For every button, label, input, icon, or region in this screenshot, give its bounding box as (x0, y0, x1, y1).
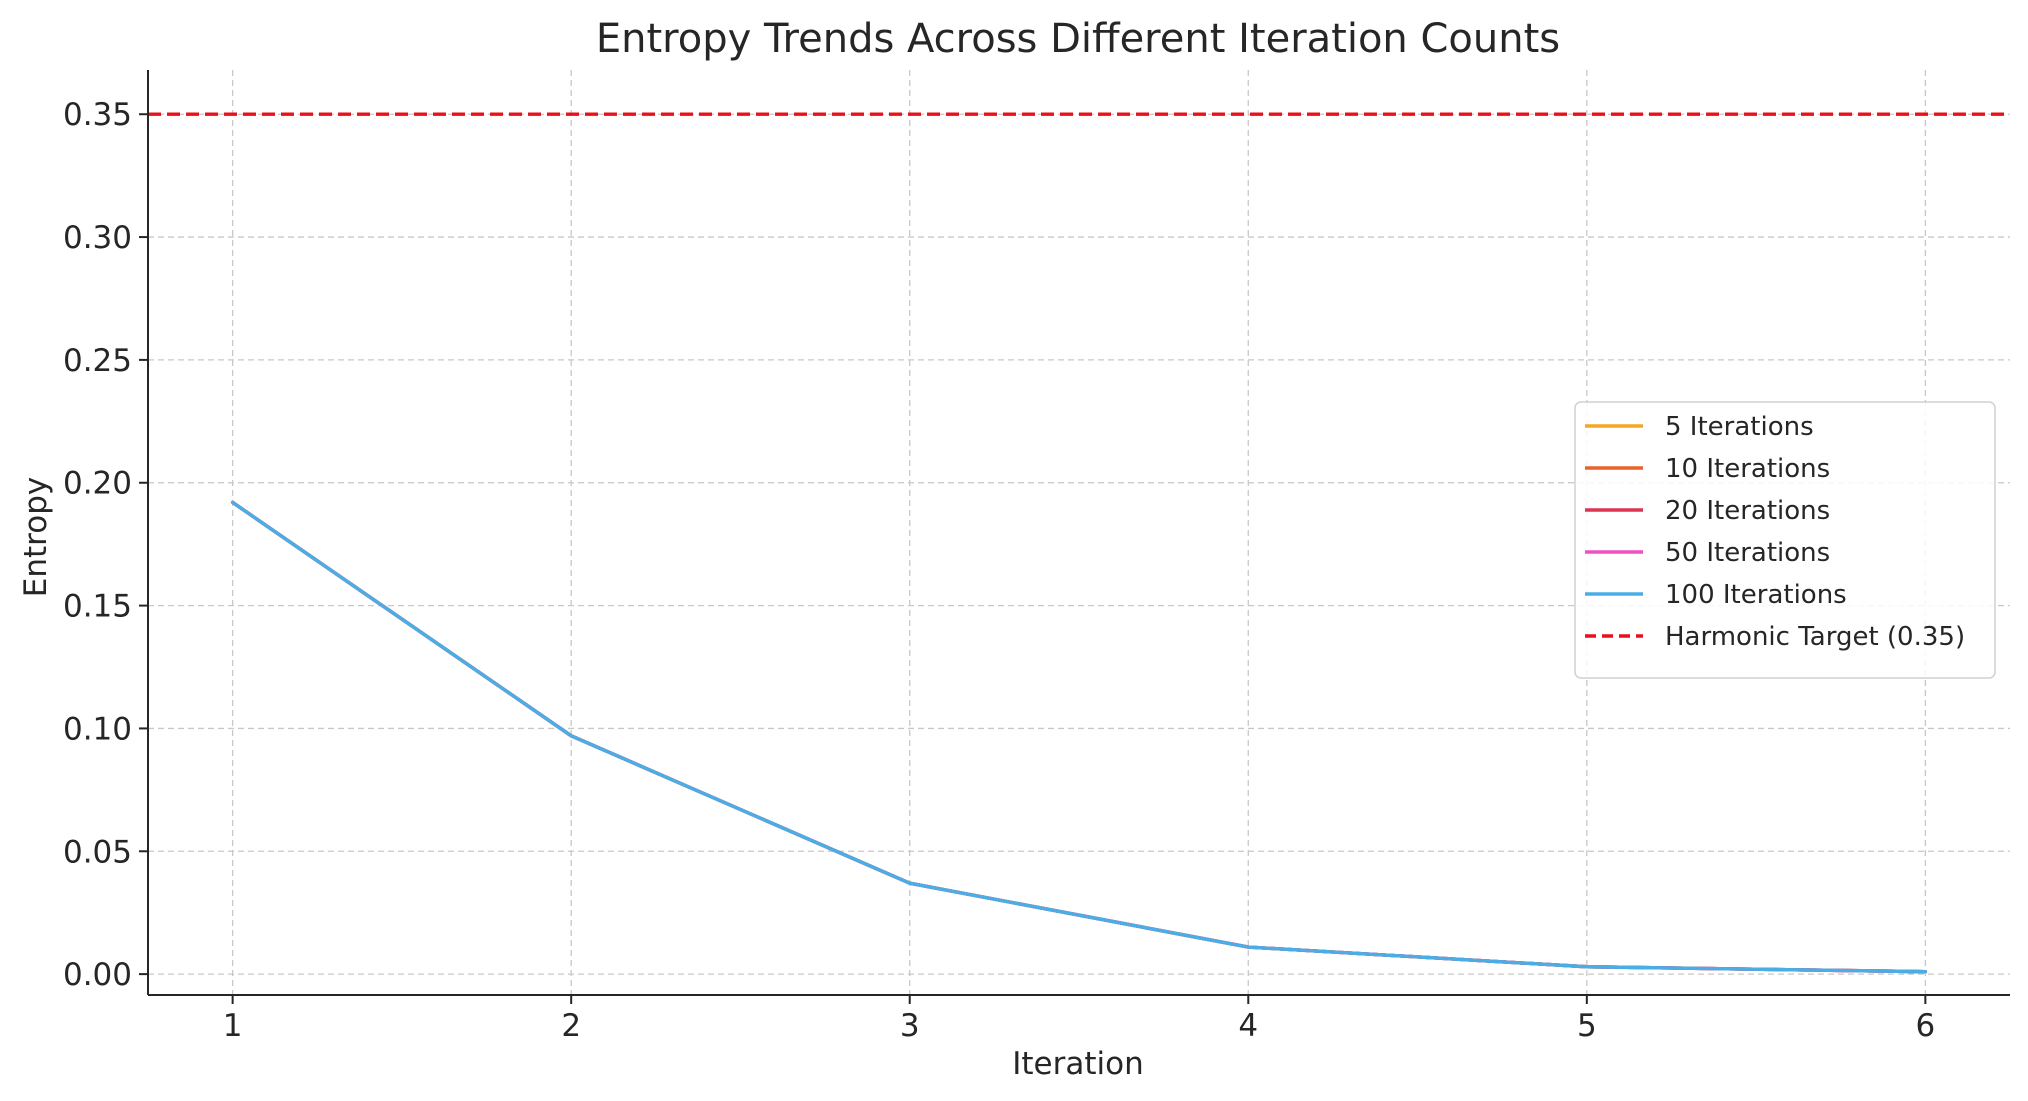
x-ticks: 1 2 3 4 5 6 (223, 995, 1935, 1044)
legend-label-1: 10 Iterations (1665, 454, 1830, 484)
y-tick-label-2: 0.10 (63, 711, 132, 747)
x-axis-label: Iteration (1012, 1046, 1144, 1082)
series-lines (230, 500, 1928, 974)
y-tick-label-7: 0.35 (63, 97, 132, 133)
x-tick-label-1: 2 (561, 1008, 581, 1044)
chart-title: Entropy Trends Across Different Iteratio… (596, 16, 1560, 62)
legend-label-3: 50 Iterations (1665, 538, 1830, 568)
y-tick-label-6: 0.30 (63, 220, 132, 256)
axes (147, 70, 2010, 996)
y-tick-label-4: 0.20 (63, 466, 132, 502)
x-tick-label-4: 5 (1577, 1008, 1597, 1044)
x-tick-label-3: 4 (1238, 1008, 1258, 1044)
y-ticks: 0.00 0.05 0.10 0.15 0.20 0.25 0.30 0.35 (63, 97, 148, 993)
y-tick-label-5: 0.25 (63, 343, 132, 379)
legend-label-5: Harmonic Target (0.35) (1665, 622, 1965, 652)
x-tick-label-5: 6 (1915, 1008, 1935, 1044)
y-tick-label-0: 0.00 (63, 957, 132, 993)
x-tick-label-0: 1 (223, 1008, 243, 1044)
y-tick-label-1: 0.05 (63, 834, 132, 870)
legend-label-4: 100 Iterations (1665, 580, 1847, 610)
x-tick-label-2: 3 (900, 1008, 920, 1044)
legend-box (1574, 401, 1996, 679)
series-line-4 (230, 500, 1928, 974)
y-axis-label: Entropy (18, 477, 54, 597)
y-tick-label-3: 0.15 (63, 589, 132, 625)
legend: 5 Iterations 10 Iterations 20 Iterations 50… (1574, 401, 1996, 679)
legend-label-2: 20 Iterations (1665, 496, 1830, 526)
legend-label-0: 5 Iterations (1665, 412, 1814, 442)
